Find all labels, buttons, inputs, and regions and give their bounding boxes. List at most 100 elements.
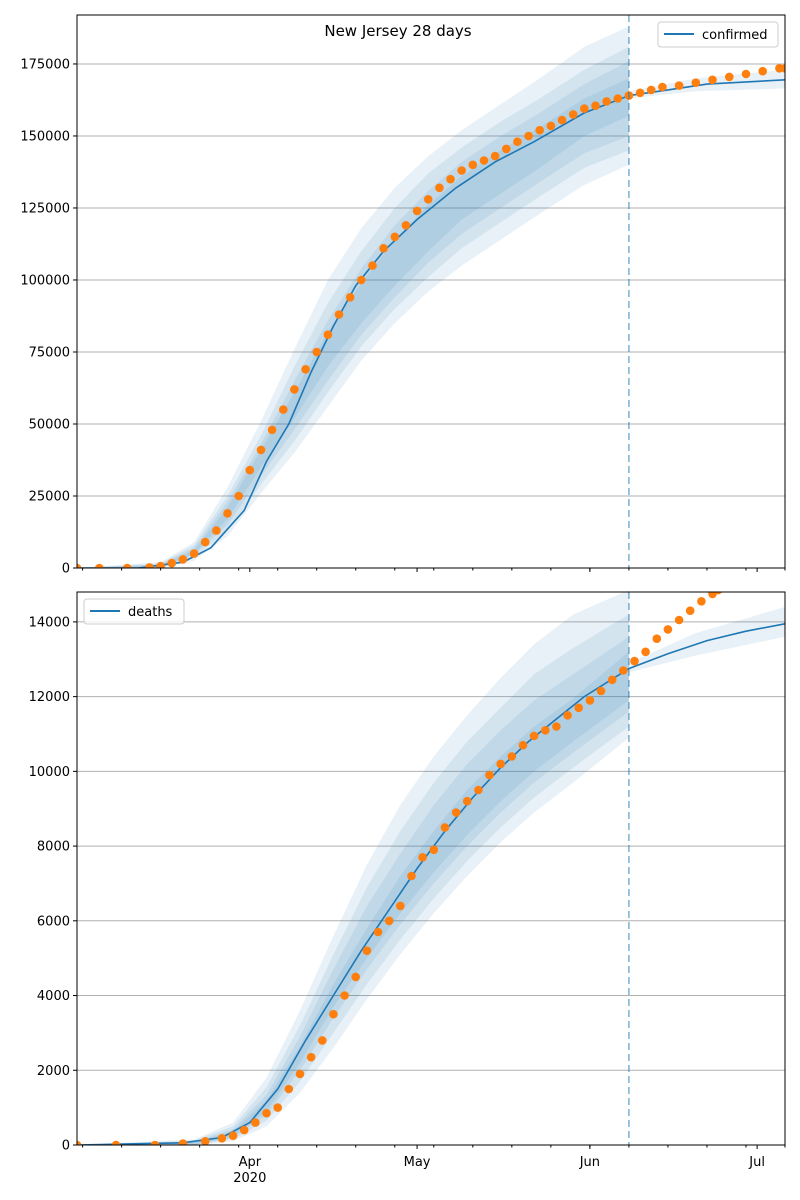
observed-point [557, 115, 567, 125]
x-tick-label: Apr [239, 1155, 262, 1170]
observed-point [301, 365, 310, 374]
y-tick-label: 8000 [37, 840, 70, 855]
observed-point [429, 845, 439, 855]
observed-point [485, 770, 494, 780]
observed-point [200, 537, 210, 547]
observed-point [228, 1131, 238, 1140]
bottom-y-axis-ticks: 0 2000 4000 6000 8000 10000 12000 14000 [29, 615, 77, 1154]
uncertainty-band [77, 46, 629, 568]
observed-point [641, 647, 650, 657]
observed-point [256, 445, 266, 455]
observed-point [602, 97, 611, 106]
observed-point [513, 137, 522, 146]
observed-point [607, 675, 617, 685]
bottom-legend-box [83, 598, 185, 625]
observed-point [318, 1036, 327, 1045]
observed-point [329, 1009, 338, 1019]
observed-point [357, 275, 366, 285]
y-tick-label: 0 [62, 1139, 70, 1154]
observed-point [541, 726, 550, 735]
observed-point [95, 563, 104, 568]
observed-point [685, 606, 695, 615]
y-tick-label: 150000 [20, 129, 70, 144]
observed-point [496, 759, 506, 769]
observed-point [507, 752, 517, 761]
observed-point [619, 666, 628, 675]
y-tick-label: 6000 [37, 914, 70, 929]
observed-point [457, 166, 467, 175]
uncertainty-band [77, 61, 629, 568]
observed-point [646, 85, 656, 95]
observed-point [223, 509, 232, 518]
observed-point [340, 991, 349, 1000]
observed-point [552, 722, 561, 731]
observed-point [490, 151, 500, 161]
y-tick-label: 10000 [29, 765, 70, 780]
observed-point [279, 405, 288, 414]
top-observed-markers [77, 64, 785, 568]
top-legend-box [657, 21, 779, 48]
observed-point [368, 261, 377, 270]
y-tick-label: 125000 [20, 201, 70, 216]
observed-point [401, 221, 411, 230]
observed-point [245, 465, 255, 475]
observed-point [418, 853, 427, 862]
observed-point [652, 634, 662, 643]
observed-point [563, 711, 572, 720]
observed-point [591, 101, 600, 110]
observed-point [535, 125, 544, 135]
observed-point [351, 972, 361, 982]
y-tick-label: 14000 [29, 615, 70, 630]
top-axes-frame [76, 14, 786, 569]
observed-point [77, 1140, 82, 1145]
x-tick-label: Jul [748, 1155, 765, 1170]
y-tick-label: 25000 [29, 489, 70, 504]
observed-point [200, 1137, 210, 1145]
y-tick-label: 0 [62, 562, 70, 577]
observed-point [613, 94, 623, 103]
observed-point [725, 72, 734, 82]
top-y-axis-ticks: 0 25000 50000 75000 100000 125000 150000 175000 [20, 57, 77, 577]
observed-point [674, 615, 684, 625]
observed-point [691, 78, 701, 87]
observed-point [295, 1069, 305, 1079]
bottom-legend: deaths [83, 598, 185, 625]
y-tick-label: 2000 [37, 1064, 70, 1079]
observed-point [714, 592, 722, 595]
observed-point [630, 656, 639, 666]
bottom-axes-frame [76, 591, 786, 1146]
x-tick-year-label: 2020 [233, 1171, 266, 1186]
observed-point [451, 808, 461, 817]
observed-point [306, 1052, 316, 1062]
observed-point [217, 1134, 227, 1143]
observed-point [412, 206, 422, 216]
observed-point [77, 563, 82, 568]
uncertainty-band [77, 590, 629, 1145]
observed-point [323, 330, 333, 340]
observed-point [518, 740, 528, 750]
observed-point [212, 526, 221, 535]
observed-point [674, 81, 684, 90]
observed-point [568, 110, 578, 119]
observed-point [390, 232, 400, 242]
observed-point [312, 347, 322, 357]
observed-point [435, 183, 444, 193]
uncertainty-band [77, 636, 629, 1145]
uncertainty-band [77, 614, 629, 1145]
observed-point [178, 555, 188, 564]
y-tick-label: 75000 [29, 345, 70, 360]
uncertainty-band [77, 78, 629, 569]
observed-point [145, 563, 154, 568]
chart-title: New Jersey 28 days [324, 22, 471, 40]
observed-point [167, 558, 177, 568]
observed-point [334, 310, 344, 319]
observed-point [150, 1140, 160, 1145]
observed-point [462, 796, 472, 806]
observed-point [262, 1108, 271, 1118]
y-tick-label: 4000 [37, 989, 70, 1004]
y-tick-label: 100000 [20, 273, 70, 288]
observed-point [239, 1125, 249, 1135]
observed-point [290, 385, 299, 394]
observed-point [189, 549, 199, 558]
